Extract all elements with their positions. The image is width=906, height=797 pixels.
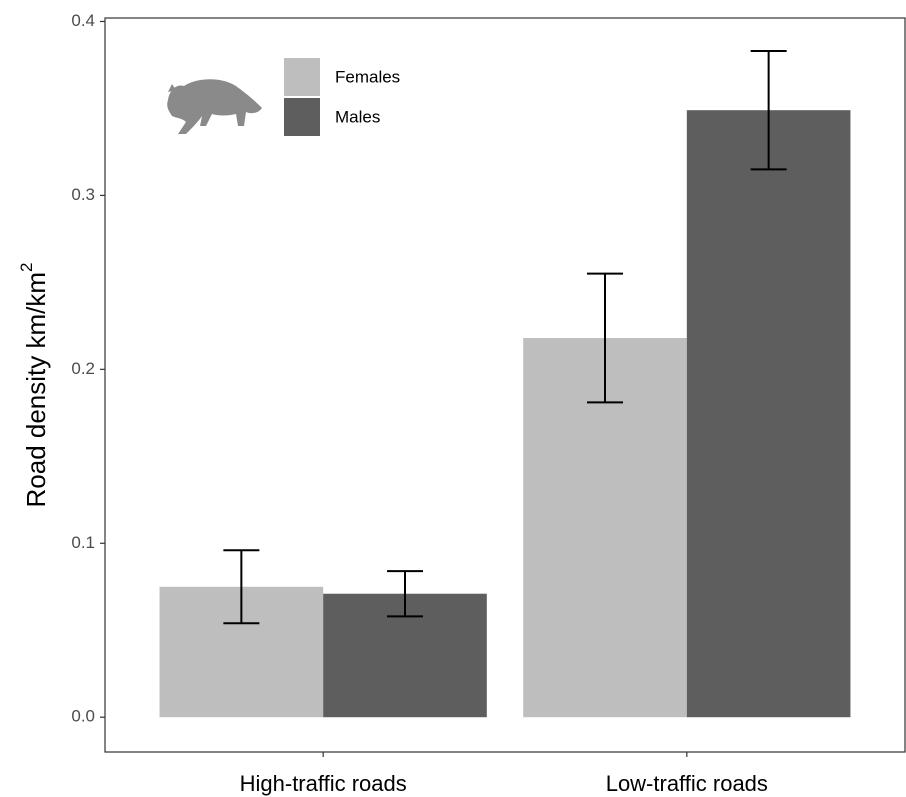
panel-border <box>104 17 906 753</box>
y-tick-label: 0.2 <box>71 359 95 378</box>
legend-key <box>284 98 320 136</box>
legend-label: Females <box>335 67 400 86</box>
bar <box>686 110 851 718</box>
legend-label: Males <box>335 107 380 126</box>
y-axis-title: Road density km/km2 <box>17 263 50 508</box>
x-tick-label: High-traffic roads <box>240 771 407 796</box>
y-axis-title-text: Road density km/km <box>21 272 51 508</box>
error-bar <box>387 570 423 618</box>
error-bar <box>750 50 787 171</box>
y-tick-label: 0.1 <box>71 533 95 552</box>
error-bar <box>223 549 260 625</box>
animal-icon <box>167 79 262 134</box>
y-axis-title-superscript: 2 <box>17 263 36 272</box>
error-bar <box>587 272 623 404</box>
y-tick-label: 0.3 <box>71 185 95 204</box>
legend-key <box>284 58 320 96</box>
y-tick-label: 0.4 <box>71 11 95 30</box>
y-tick-label: 0.0 <box>71 707 95 726</box>
x-tick-label: Low-traffic roads <box>606 771 768 796</box>
